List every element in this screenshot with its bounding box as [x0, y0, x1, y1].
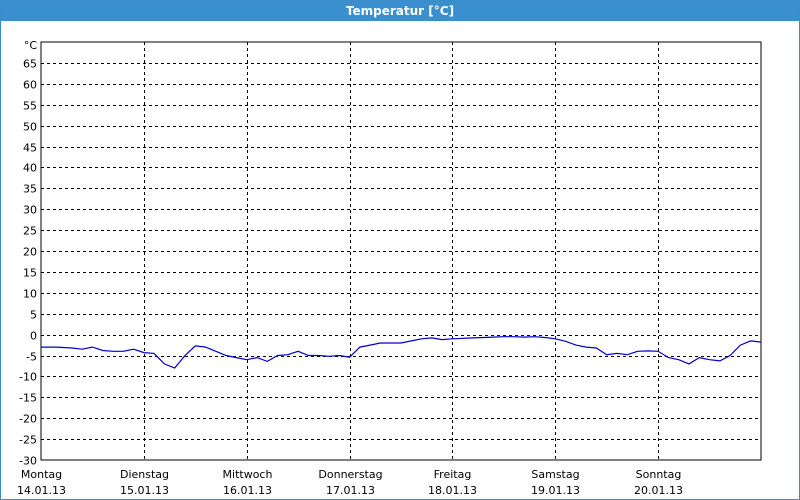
- y-axis-unit: °C: [24, 39, 38, 52]
- y-tick-label: 35: [23, 183, 37, 196]
- x-tick-date: 15.01.13: [120, 484, 169, 497]
- y-tick-label: 25: [23, 225, 37, 238]
- x-tick-day: Montag: [21, 468, 62, 481]
- y-tick-label: 10: [23, 288, 37, 301]
- x-tick-date: 19.01.13: [531, 484, 580, 497]
- y-tick-label: 55: [23, 100, 37, 113]
- y-tick-label: 45: [23, 142, 37, 155]
- x-tick-day: Samstag: [531, 468, 579, 481]
- y-tick-label: 65: [23, 58, 37, 71]
- x-tick-date: 18.01.13: [428, 484, 477, 497]
- y-tick-label: -25: [19, 434, 37, 447]
- temperature-line: [41, 336, 762, 369]
- x-tick-date: 20.01.13: [634, 484, 683, 497]
- y-tick-label: 30: [23, 204, 37, 217]
- x-tick-date: 14.01.13: [17, 484, 66, 497]
- y-tick-label: 0: [30, 330, 37, 343]
- y-tick-label: -15: [19, 392, 37, 405]
- x-tick-date: 17.01.13: [326, 484, 375, 497]
- y-tick-label: -30: [19, 455, 37, 468]
- y-tick-label: -20: [19, 413, 37, 426]
- y-tick-label: 50: [23, 121, 37, 134]
- x-tick-day: Sonntag: [636, 468, 682, 481]
- x-tick-day: Dienstag: [120, 468, 169, 481]
- y-tick-label: -5: [26, 351, 37, 364]
- y-tick-label: 40: [23, 162, 37, 175]
- chart-title: Temperatur [°C]: [1, 1, 799, 21]
- y-tick-label: 60: [23, 79, 37, 92]
- y-tick-label: 15: [23, 267, 37, 280]
- x-tick-day: Freitag: [434, 468, 472, 481]
- y-tick-label: -10: [19, 371, 37, 384]
- y-tick-label: 5: [30, 309, 37, 322]
- x-tick-date: 16.01.13: [223, 484, 272, 497]
- x-tick-day: Mittwoch: [223, 468, 273, 481]
- x-tick-day: Donnerstag: [318, 468, 382, 481]
- y-tick-label: 20: [23, 246, 37, 259]
